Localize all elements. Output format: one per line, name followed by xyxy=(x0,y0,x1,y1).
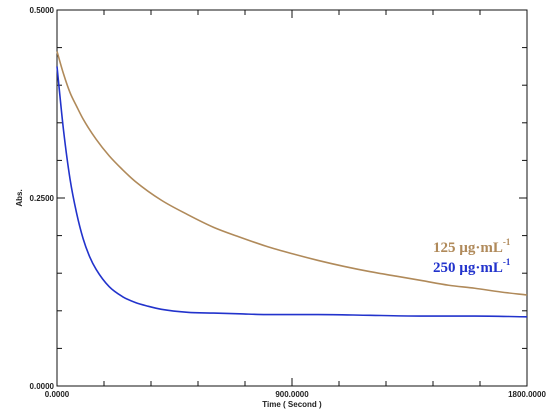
legend-item-0: 125 µg·mL-1 xyxy=(433,237,511,256)
legend-item-1-label: 250 µg·mL xyxy=(433,260,503,276)
tick-labels: 0.0000 900.0000 1800.0000 0.0000 0.2500 0.500… xyxy=(30,6,547,399)
series-layer xyxy=(56,51,528,318)
y-tick-label: 0.0000 xyxy=(30,382,55,391)
y-axis-label: Abs. xyxy=(15,189,24,206)
series-line-1 xyxy=(56,66,528,318)
plot-frame xyxy=(56,9,528,387)
ticks xyxy=(57,10,527,386)
x-tick-label: 900.0000 xyxy=(275,390,309,399)
legend-item-1: 250 µg·mL-1 xyxy=(433,257,511,276)
y-tick-label: 0.2500 xyxy=(30,194,55,203)
x-axis-label: Time ( Second ) xyxy=(262,400,322,409)
y-tick-label: 0.5000 xyxy=(30,6,55,15)
legend: 125 µg·mL-1 250 µg·mL-1 xyxy=(433,237,511,276)
legend-item-0-label: 125 µg·mL xyxy=(433,240,503,256)
x-tick-label: 0.0000 xyxy=(45,390,70,399)
series-line-0 xyxy=(56,51,528,296)
legend-item-0-superscript: -1 xyxy=(503,237,511,247)
x-tick-label: 1800.0000 xyxy=(508,390,546,399)
legend-item-1-superscript: -1 xyxy=(503,257,511,267)
